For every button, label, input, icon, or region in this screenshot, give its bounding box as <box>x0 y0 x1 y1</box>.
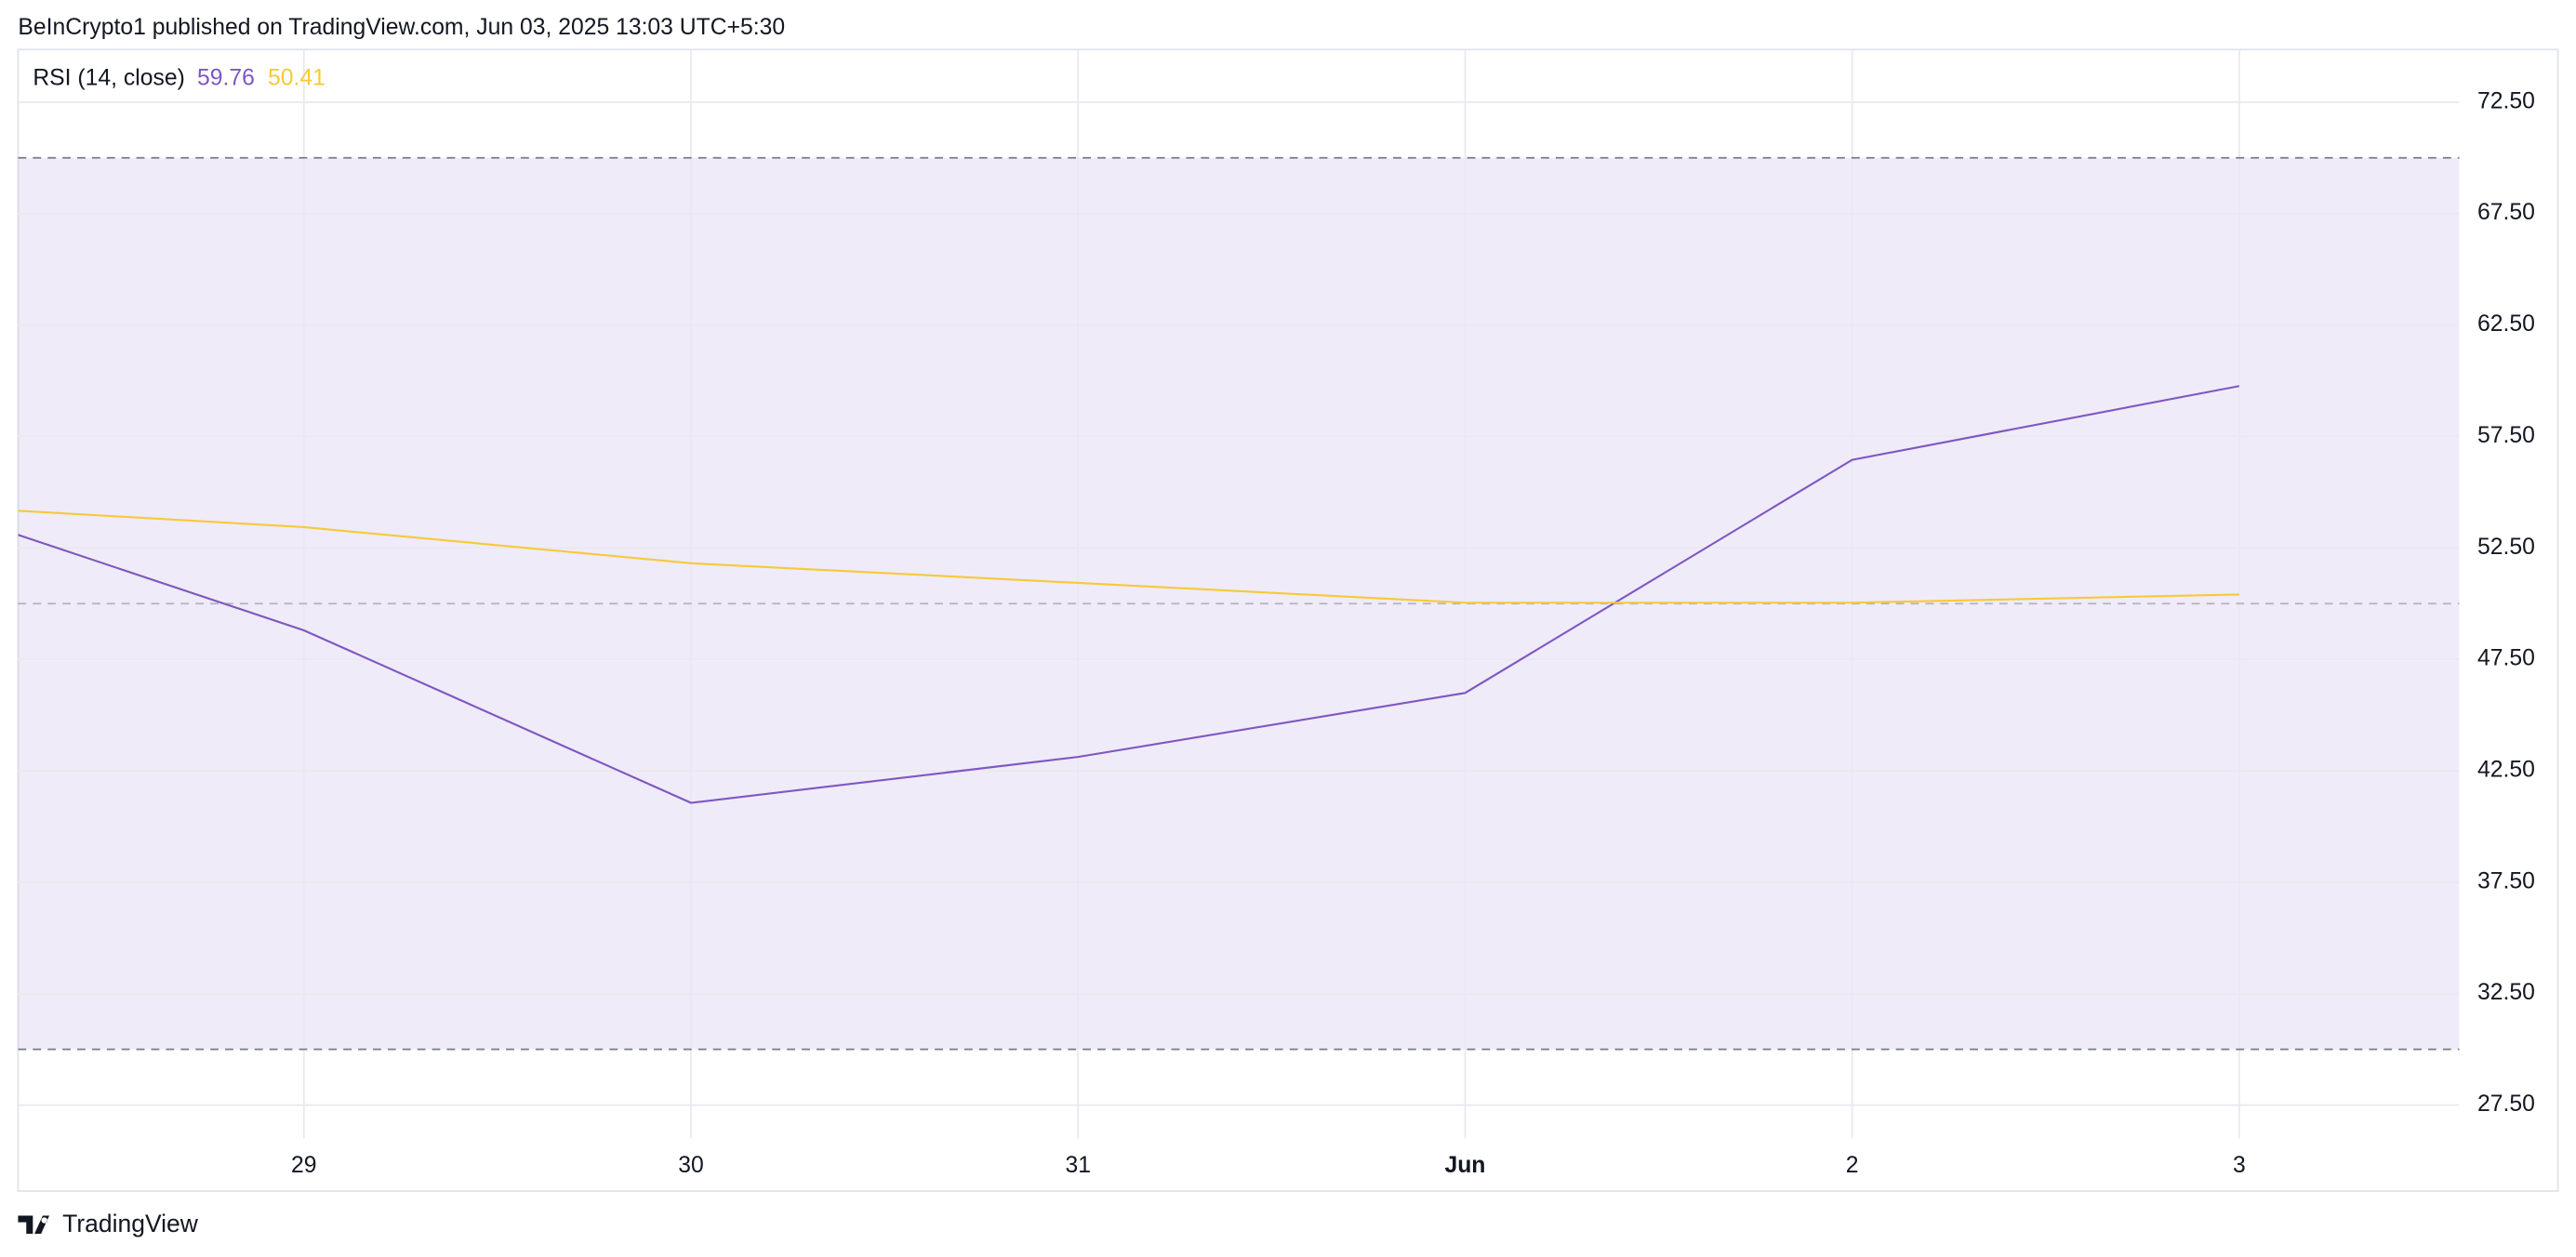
y-tick-label: 37.50 <box>2477 868 2535 893</box>
x-tick-label: 3 <box>2233 1153 2246 1178</box>
series-line <box>18 385 2240 804</box>
header-title: BeInCrypto1 published on TradingView.com… <box>18 15 785 40</box>
y-tick-label: 42.50 <box>2477 758 2535 783</box>
x-tick-label: 31 <box>1065 1153 1090 1178</box>
legend-value: 50.41 <box>268 66 325 91</box>
x-tick-label: 2 <box>1846 1153 1859 1178</box>
y-tick-label: 67.50 <box>2477 200 2535 225</box>
legend-value: 59.76 <box>197 66 255 91</box>
chart-border <box>17 48 2559 1192</box>
logo-icon <box>18 1215 49 1234</box>
y-tick-label: 57.50 <box>2477 423 2535 448</box>
logo-text: TradingView <box>62 1210 199 1237</box>
indicator-title: RSI (14, close) <box>33 66 184 91</box>
x-tick-label: Jun <box>1444 1153 1485 1178</box>
y-tick-label: 32.50 <box>2477 980 2535 1005</box>
logo: TradingView <box>18 1210 199 1237</box>
y-tick-label: 52.50 <box>2477 535 2535 560</box>
series-line <box>18 509 2239 604</box>
x-tick-label: 29 <box>291 1153 317 1178</box>
y-tick-label: 47.50 <box>2477 646 2535 671</box>
x-tick-label: 30 <box>678 1153 703 1178</box>
y-tick-label: 62.50 <box>2477 311 2535 337</box>
plot-area <box>18 49 2460 1139</box>
y-tick-label: 27.50 <box>2477 1092 2535 1117</box>
y-tick-label: 72.50 <box>2477 88 2535 113</box>
